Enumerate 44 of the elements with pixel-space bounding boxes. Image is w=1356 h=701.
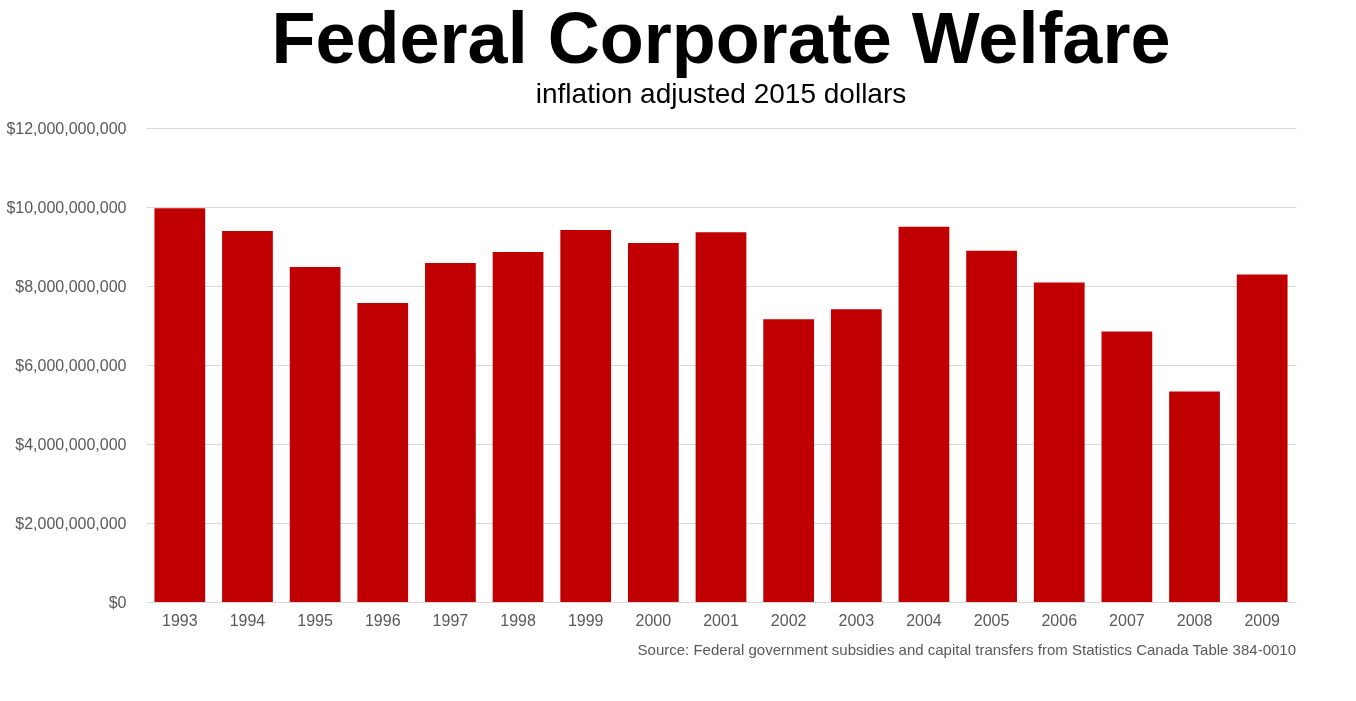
x-tick-label: 2000 bbox=[635, 611, 672, 629]
bar bbox=[1033, 282, 1085, 602]
x-tick-label: 2007 bbox=[1109, 611, 1145, 629]
bar bbox=[1169, 391, 1220, 602]
y-tick-label: $4,000,000,000 bbox=[15, 435, 127, 453]
source-note: Source: Federal government subsidies and capital transfers from Statistics Canada Table 384-0010 bbox=[637, 641, 1296, 658]
bar bbox=[492, 252, 544, 602]
x-tick-label: 1995 bbox=[297, 611, 334, 629]
chart-title: Federal Corporate Welfare bbox=[271, 0, 1171, 78]
x-tick-label: 1999 bbox=[567, 611, 604, 629]
bar bbox=[1236, 274, 1288, 602]
y-tick-label: $12,000,000,000 bbox=[6, 119, 127, 137]
bar bbox=[627, 242, 679, 602]
x-tick-label: 2001 bbox=[703, 611, 739, 629]
x-tick-label: 1996 bbox=[364, 611, 401, 629]
x-tick-label: 1993 bbox=[162, 611, 198, 629]
bar bbox=[425, 263, 476, 602]
x-tick-label: 2008 bbox=[1176, 611, 1213, 629]
x-tick-label: 2005 bbox=[973, 611, 1010, 629]
bar bbox=[830, 309, 882, 602]
x-tick-label: 2004 bbox=[906, 611, 942, 629]
x-tick-label: 2006 bbox=[1041, 611, 1078, 629]
y-tick-label: $10,000,000,000 bbox=[6, 198, 127, 216]
bar bbox=[222, 231, 273, 602]
bar bbox=[357, 302, 409, 602]
x-tick-label: 1994 bbox=[229, 611, 266, 629]
bar bbox=[966, 250, 1017, 602]
bar bbox=[898, 226, 950, 602]
x-tick-label: 1997 bbox=[432, 611, 469, 629]
y-tick-label: $0 bbox=[108, 593, 127, 611]
chart-subtitle: inflation adjusted 2015 dollars bbox=[535, 78, 907, 109]
bar bbox=[695, 232, 747, 602]
bar bbox=[154, 208, 206, 602]
bar bbox=[1101, 331, 1153, 602]
y-tick-label: $6,000,000,000 bbox=[15, 356, 127, 374]
bar bbox=[560, 229, 612, 602]
x-tick-label: 1998 bbox=[500, 611, 536, 629]
x-tick-label: 2002 bbox=[770, 611, 807, 629]
bar bbox=[289, 267, 341, 602]
bar bbox=[763, 319, 815, 602]
x-tick-label: 2009 bbox=[1244, 611, 1281, 629]
y-tick-label: $2,000,000,000 bbox=[15, 514, 127, 532]
y-tick-label: $8,000,000,000 bbox=[15, 277, 127, 295]
x-tick-label: 2003 bbox=[838, 611, 875, 629]
